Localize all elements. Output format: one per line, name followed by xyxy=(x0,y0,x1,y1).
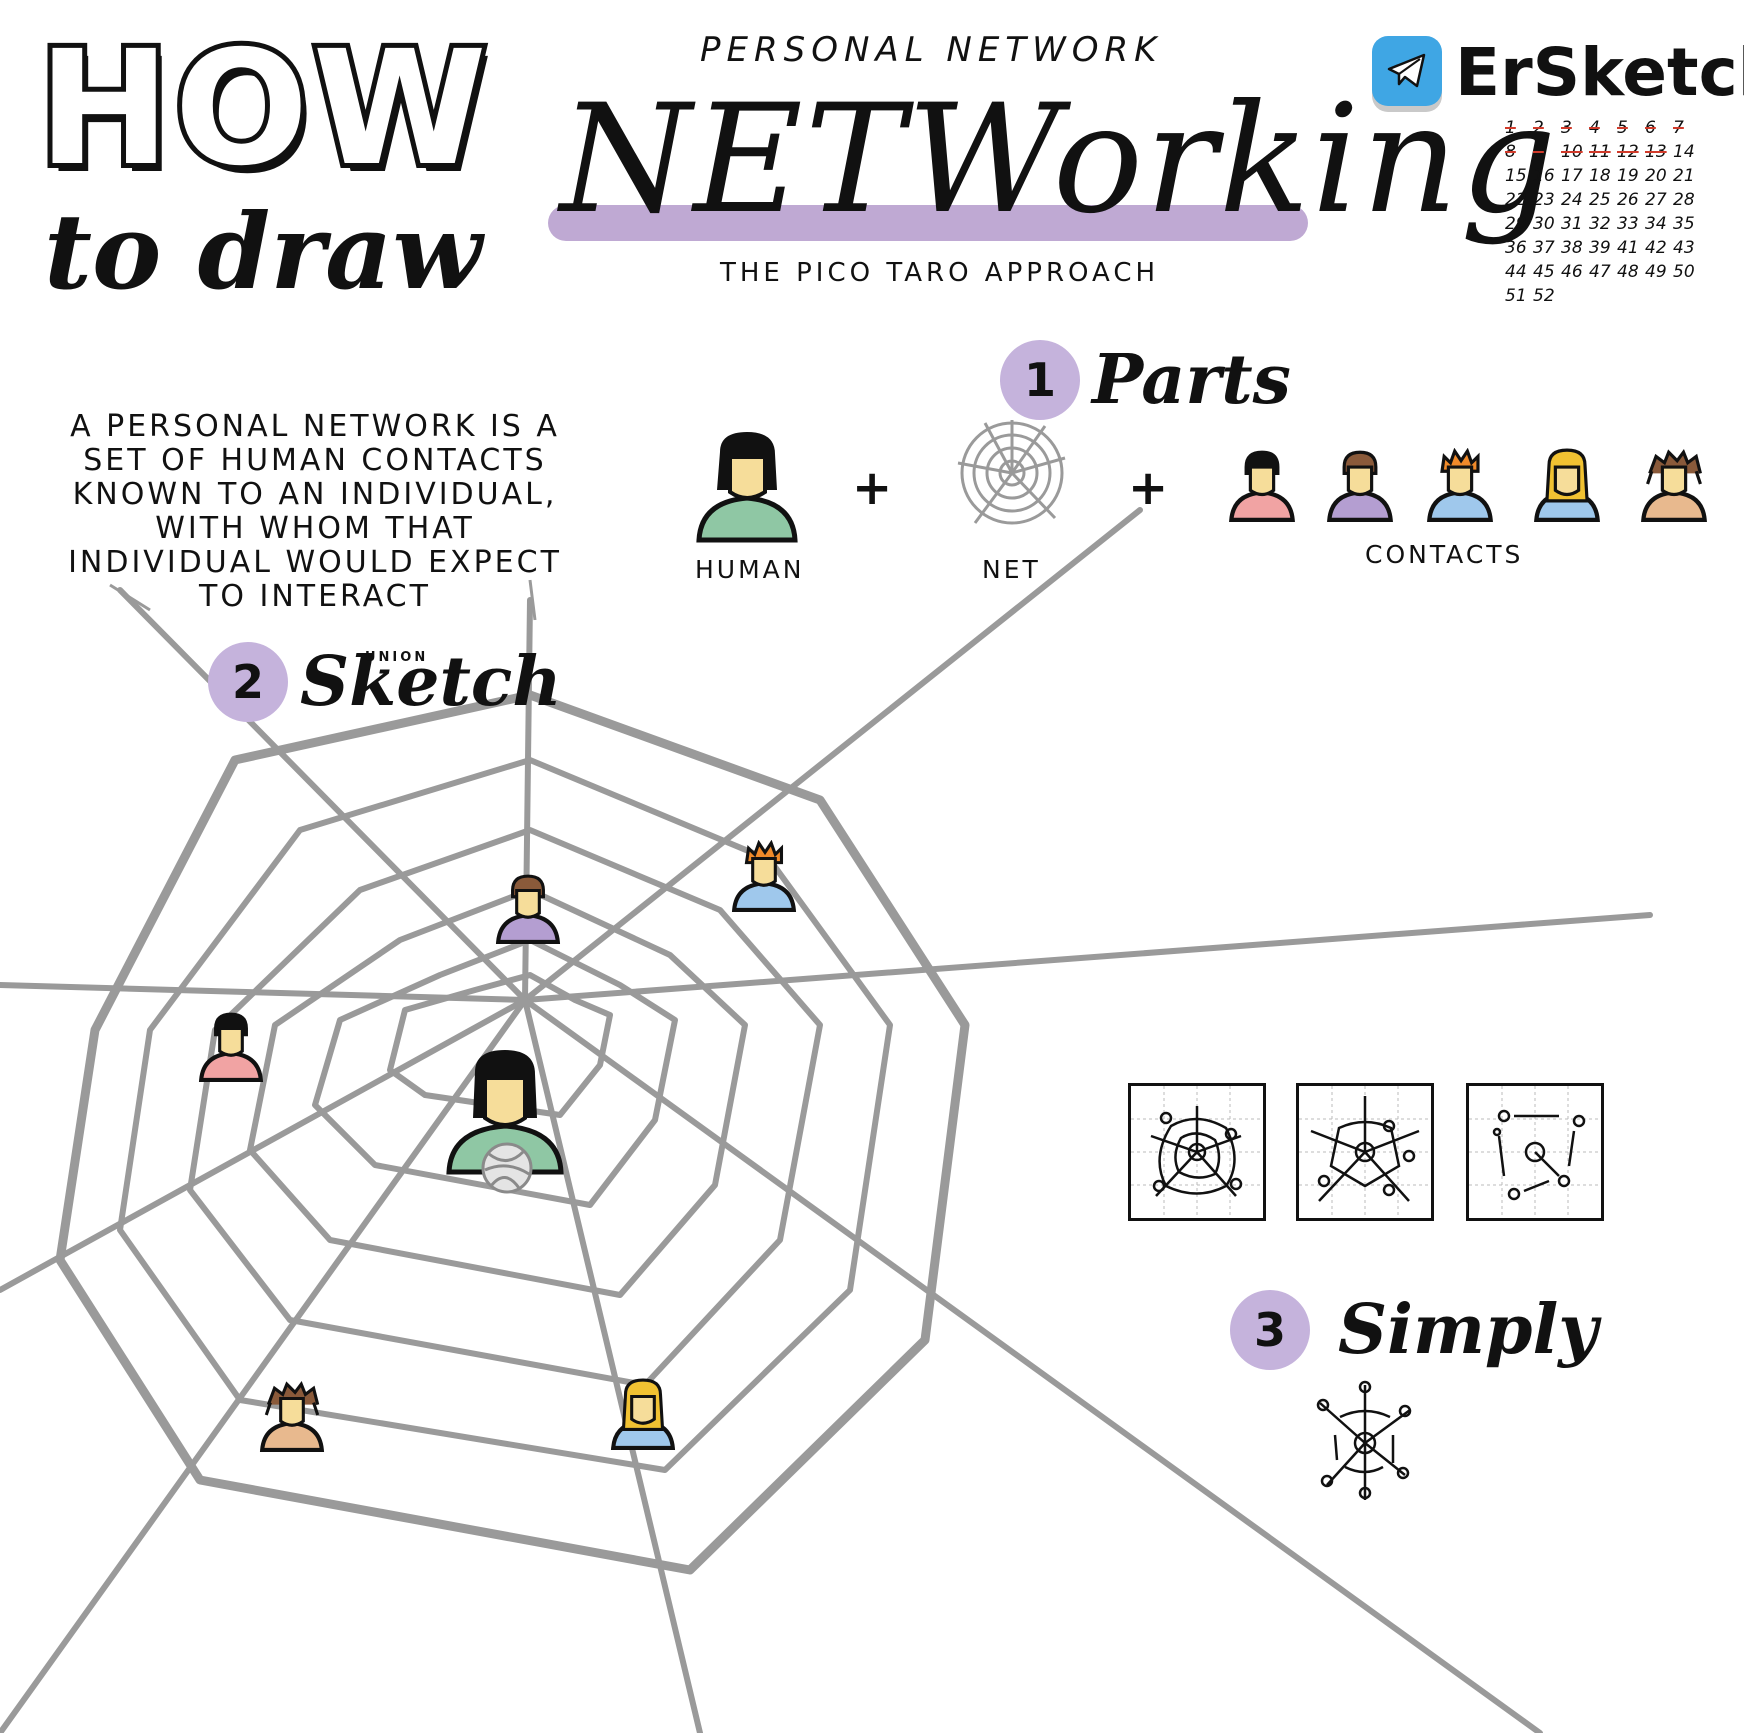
calendar-week-done: 2 xyxy=(1533,118,1544,138)
calendar-week: 22 xyxy=(1505,190,1527,210)
step-number-badge: 3 xyxy=(1230,1290,1310,1370)
contact-avatar xyxy=(1637,448,1711,526)
week-calendar: 1 2 3 4 5 6 7 8 9 10 11 12 13 14 15 16 17 18 19 20 21 22 23 24 2… xyxy=(1505,118,1701,306)
calendar-week-done: 7 xyxy=(1673,118,1684,138)
plus-sign: + xyxy=(852,460,893,516)
contact-avatar xyxy=(1225,448,1299,526)
step-number-badge: 2 xyxy=(208,642,288,722)
calendar-week-done: 10 xyxy=(1561,142,1583,162)
contact-avatar xyxy=(1423,447,1497,526)
calendar-week-done: 4 xyxy=(1589,118,1600,138)
calendar-week: 31 xyxy=(1561,214,1583,234)
title-underline xyxy=(548,205,1308,241)
calendar-week: 48 xyxy=(1617,262,1639,282)
page-title: NETWorking xyxy=(560,73,1559,247)
calendar-week: 29 xyxy=(1505,214,1527,234)
calendar-week: 19 xyxy=(1617,166,1639,186)
web-contact-avatar xyxy=(492,872,564,948)
calendar-week: 34 xyxy=(1645,214,1667,234)
step-number-badge: 1 xyxy=(1000,340,1080,420)
calendar-week: 32 xyxy=(1589,214,1611,234)
simple-network-icon xyxy=(1316,1380,1412,1500)
calendar-week-done: 3 xyxy=(1561,118,1572,138)
calendar-week: 43 xyxy=(1673,238,1695,258)
calendar-week: 33 xyxy=(1617,214,1639,234)
web-contact-avatar xyxy=(607,1378,679,1454)
contact-avatar xyxy=(1323,448,1397,526)
calendar-week: 17 xyxy=(1561,166,1583,186)
yarn-ball-icon xyxy=(481,1142,533,1194)
calendar-week: 45 xyxy=(1533,262,1555,282)
web-contact-avatar xyxy=(728,839,800,916)
calendar-week: 23 xyxy=(1533,190,1555,210)
step-sketch: 2 Sketch xyxy=(208,642,562,722)
step-title: Simply xyxy=(1338,1290,1598,1370)
calendar-week: 21 xyxy=(1673,166,1695,186)
calendar-week: 49 xyxy=(1645,262,1667,282)
calendar-week: 35 xyxy=(1673,214,1695,234)
calendar-week-done: 1 xyxy=(1505,118,1516,138)
page-subtitle: THE PICO TARO APPROACH xyxy=(720,258,1160,288)
calendar-week: 38 xyxy=(1561,238,1583,258)
calendar-week: 36 xyxy=(1505,238,1527,258)
contact-avatar xyxy=(1530,448,1604,526)
union-tag: UNION xyxy=(365,650,429,665)
calendar-week: 27 xyxy=(1645,190,1667,210)
step-parts: 1 Parts xyxy=(1000,340,1291,420)
net-label: NET xyxy=(982,555,1041,584)
calendar-week: 25 xyxy=(1589,190,1611,210)
calendar-week: 46 xyxy=(1561,262,1583,282)
calendar-week: 26 xyxy=(1617,190,1639,210)
net-icon xyxy=(957,420,1066,525)
to-draw-heading: to draw xyxy=(44,190,483,313)
calendar-week: 30 xyxy=(1533,214,1555,234)
calendar-week-done: 8 xyxy=(1505,142,1516,162)
calendar-week: 24 xyxy=(1561,190,1583,210)
calendar-week: 52 xyxy=(1533,286,1555,306)
calendar-week: 42 xyxy=(1645,238,1667,258)
human-label: HUMAN xyxy=(695,555,805,584)
calendar-week: 15 xyxy=(1505,166,1527,186)
calendar-week: 39 xyxy=(1589,238,1611,258)
center-human xyxy=(446,1050,564,1194)
style-option-web-sparse[interactable] xyxy=(1296,1083,1434,1221)
web-contact-avatar xyxy=(195,1010,267,1086)
calendar-week: 14 xyxy=(1673,142,1695,162)
calendar-week-done: 11 xyxy=(1589,142,1611,162)
definition-text: A PERSONAL NETWORK IS A SET OF HUMAN CON… xyxy=(68,409,562,614)
human-figure xyxy=(696,432,798,543)
calendar-week-done: 12 xyxy=(1617,142,1639,162)
calendar-week: 41 xyxy=(1617,238,1639,258)
style-option-web-dense[interactable] xyxy=(1128,1083,1266,1221)
calendar-week: 28 xyxy=(1673,190,1695,210)
calendar-week: 20 xyxy=(1645,166,1667,186)
contacts-label: CONTACTS xyxy=(1365,540,1524,569)
kicker-text: PERSONAL NETWORK xyxy=(700,30,1163,70)
calendar-week: 51 xyxy=(1505,286,1527,306)
style-option-links[interactable] xyxy=(1466,1083,1604,1221)
calendar-week-done: 6 xyxy=(1645,118,1656,138)
calendar-week: 16 xyxy=(1533,166,1555,186)
calendar-week-done: 13 xyxy=(1645,142,1667,162)
step-title: Sketch xyxy=(300,642,562,722)
calendar-week: 37 xyxy=(1533,238,1555,258)
brand-name: ErSketch xyxy=(1455,34,1744,111)
step-simply: 3 Simply xyxy=(1230,1290,1598,1370)
calendar-week: 44 xyxy=(1505,262,1527,282)
calendar-week: 50 xyxy=(1673,262,1695,282)
web-contact-avatar xyxy=(256,1380,328,1456)
calendar-week-done: 9 xyxy=(1533,142,1544,162)
step-title: Parts xyxy=(1092,340,1291,420)
how-heading: HOW xyxy=(33,17,492,201)
calendar-week-done: 5 xyxy=(1617,118,1628,138)
plus-sign: + xyxy=(1128,460,1169,516)
calendar-week: 18 xyxy=(1589,166,1611,186)
telegram-icon[interactable] xyxy=(1372,36,1442,106)
calendar-week: 47 xyxy=(1589,262,1611,282)
